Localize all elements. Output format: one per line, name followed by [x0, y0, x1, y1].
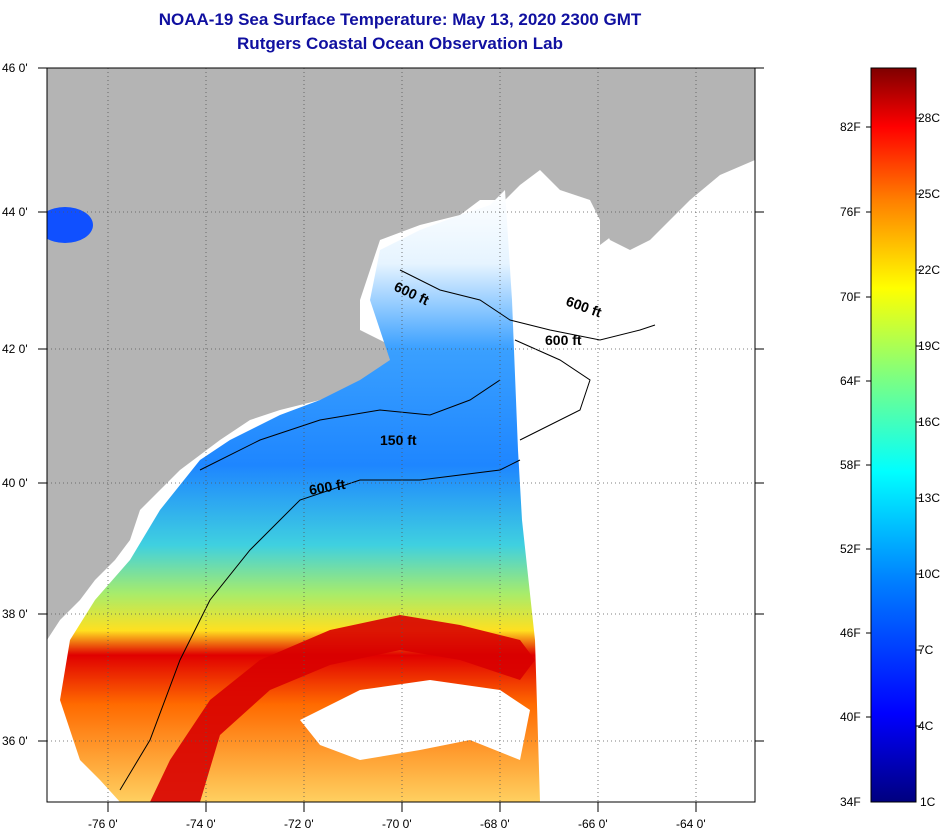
contour-150ft	[199, 379, 501, 471]
lon-ticks	[107, 802, 697, 812]
contour-label: 600 ft	[308, 476, 347, 498]
lat-label: 42 0'	[2, 342, 28, 356]
colorbar-c-ticks	[916, 117, 921, 727]
title-line-2: Rutgers Coastal Ocean Observation Lab	[237, 34, 563, 53]
colorbar-f-label: 52F	[840, 542, 861, 556]
colorbar-c-label: 13C	[918, 491, 940, 505]
colorbar-c-label: 4C	[918, 719, 934, 733]
colorbar-f-label: 70F	[840, 290, 861, 304]
colorbar-c-label: 10C	[918, 567, 940, 581]
lon-label: -74 0'	[186, 817, 216, 831]
contour-georges-bank	[514, 339, 591, 441]
colorbar-c-label: 16C	[918, 415, 940, 429]
colorbar-c-label: 1C	[920, 795, 936, 809]
lon-label: -68 0'	[480, 817, 510, 831]
colorbar-f-label: 64F	[840, 374, 861, 388]
colorbar-f-label: 40F	[840, 710, 861, 724]
cloud-patch	[300, 680, 530, 760]
lat-ticks	[38, 67, 764, 742]
lon-label: -70 0'	[382, 817, 412, 831]
lat-label: 36 0'	[2, 734, 28, 748]
lon-label: -72 0'	[284, 817, 314, 831]
lon-label: -76 0'	[88, 817, 118, 831]
colorbar-c-label: 22C	[918, 263, 940, 277]
contour-label: 150 ft	[380, 432, 417, 448]
lon-label: -66 0'	[578, 817, 608, 831]
colorbar-f-label: 46F	[840, 626, 861, 640]
lake-ontario	[47, 207, 93, 243]
colorbar-c-label: 7C	[918, 643, 934, 657]
colorbar-f-label: 82F	[840, 120, 861, 134]
land-mass	[47, 68, 755, 640]
colorbar-f-ticks	[866, 126, 871, 718]
lat-label: 44 0'	[2, 205, 28, 219]
colorbar-f-label: 58F	[840, 458, 861, 472]
colorbar-c-label: 25C	[918, 187, 940, 201]
contour-600ft-shelf	[119, 459, 521, 791]
lat-label: 40 0'	[2, 476, 28, 490]
lon-label: -64 0'	[676, 817, 706, 831]
lat-label: 38 0'	[2, 607, 28, 621]
contour-label: 600 ft	[545, 332, 582, 348]
title-line-1: NOAA-19 Sea Surface Temperature: May 13,…	[158, 10, 642, 29]
map-frame	[46, 67, 756, 803]
nova-scotia	[600, 100, 755, 245]
gulf-stream	[150, 615, 535, 802]
colorbar-c-label: 28C	[918, 111, 940, 125]
contour-600ft-gulf-of-maine	[399, 269, 656, 341]
lat-label: 46 0'	[2, 61, 28, 75]
colorbar-c-label: 19C	[918, 339, 940, 353]
colorbar-f-label: 76F	[840, 205, 861, 219]
colorbar-f-label: 34F	[840, 795, 861, 809]
colorbar	[870, 67, 917, 803]
